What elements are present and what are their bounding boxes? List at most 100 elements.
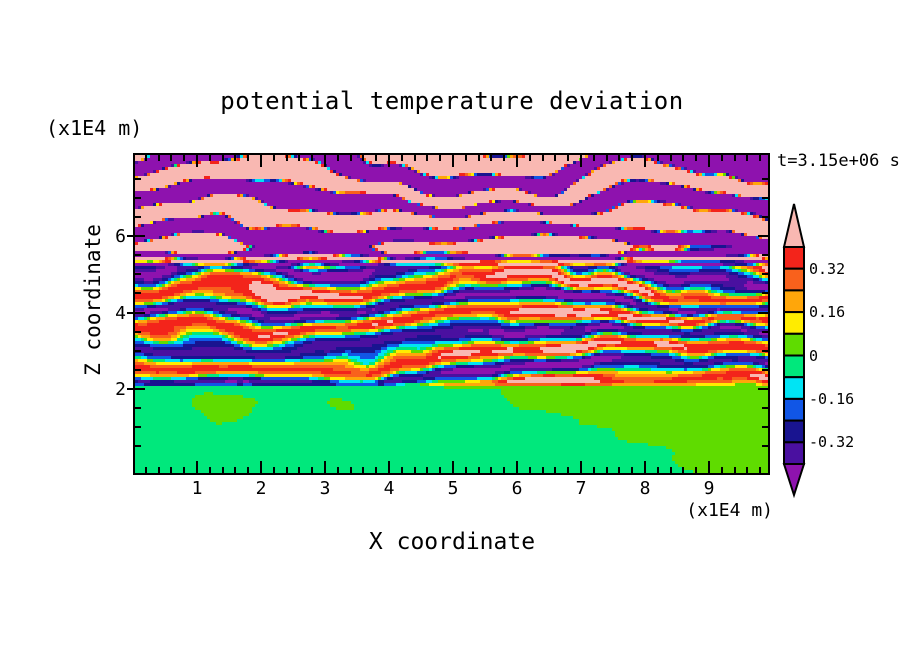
x-minor-tick [400,467,403,473]
x-minor-tick [567,155,570,161]
colorbar-segment [783,397,805,422]
x-major-tick [260,461,262,473]
x-minor-tick [157,467,160,473]
colorbar-tick-label: 0.32 [809,260,846,278]
z-minor-tick [135,426,141,429]
x-minor-tick [541,155,544,161]
chart-title: potential temperature deviation [220,87,684,115]
x-minor-tick [362,155,365,161]
x-minor-tick [400,155,403,161]
z-major-tick [127,311,145,314]
colorbar-segment [783,267,805,292]
x-minor-tick [221,467,224,473]
x-minor-tick [554,155,557,161]
colorbar-segment [783,311,805,335]
z-minor-tick [135,254,141,257]
x-minor-tick [733,155,736,161]
colorbar-arrow [782,463,806,499]
z-minor-tick [762,445,768,448]
colorbar-segment [783,332,805,357]
z-minor-tick [135,177,141,180]
x-minor-tick [311,155,314,161]
z-minor-tick [135,407,141,410]
colorbar-segment [783,289,805,314]
x-minor-tick [439,467,442,473]
x-minor-tick [567,467,570,473]
x-minor-tick [682,467,685,473]
z-minor-tick [135,330,141,333]
x-minor-tick [631,155,634,161]
x-minor-tick [183,155,186,161]
z-minor-tick [135,292,141,295]
x-major-tick [516,461,518,473]
x-tick-label: 3 [319,478,331,499]
z-minor-tick [762,349,768,352]
x-minor-tick [503,155,506,161]
x-major-tick [196,155,198,167]
z-major-tick [758,388,768,390]
x-minor-tick [541,467,544,473]
x-minor-tick [272,155,275,161]
x-minor-tick [656,155,659,161]
x-minor-tick [247,467,250,473]
x-minor-tick [349,155,352,161]
colorbar-segment [783,441,805,466]
x-minor-tick [669,155,672,161]
x-minor-tick [272,467,275,473]
x-minor-tick [682,155,685,161]
x-minor-tick [759,467,762,473]
z-minor-tick [135,445,141,448]
x-minor-tick [413,467,416,473]
y-tick-label: 2 [115,379,126,400]
z-minor-tick [135,368,141,371]
x-minor-tick [490,155,493,161]
x-tick-label: 4 [383,478,395,499]
x-minor-tick [477,155,480,161]
colorbar-tick-label: -0.16 [809,390,855,408]
x-major-tick [644,461,646,473]
x-minor-tick [426,155,429,161]
x-minor-tick [170,467,173,473]
colorbar-tick-label: -0.32 [809,433,855,451]
colorbar-tick-label: 0.16 [809,303,846,321]
x-minor-tick [298,155,301,161]
z-minor-tick [762,196,768,199]
x-tick-label: 7 [575,478,587,499]
x-minor-tick [208,467,211,473]
x-major-tick [324,155,326,167]
x-minor-tick [490,467,493,473]
z-major-tick [127,235,145,237]
x-minor-tick [720,467,723,473]
x-minor-tick [720,155,723,161]
x-minor-tick [426,467,429,473]
x-minor-tick [605,467,608,473]
x-minor-tick [144,155,147,161]
x-axis-unit-label: (x1E4 m) [686,500,773,521]
x-major-tick [708,155,710,167]
z-minor-tick [135,349,141,352]
x-minor-tick [375,155,378,161]
x-major-tick [324,461,326,473]
x-minor-tick [349,467,352,473]
z-minor-tick [762,177,768,180]
x-major-tick [196,461,198,473]
z-minor-tick [762,215,768,218]
x-minor-tick [208,155,211,161]
x-major-tick [260,155,262,167]
x-minor-tick [554,467,557,473]
colorbar-segment [783,376,805,400]
x-minor-tick [618,467,621,473]
x-minor-tick [592,155,595,161]
x-minor-tick [528,467,531,473]
x-minor-tick [439,155,442,161]
x-major-tick [388,155,390,167]
x-major-tick [452,461,454,473]
x-tick-label: 8 [639,478,651,499]
x-minor-tick [234,155,237,161]
x-minor-tick [311,467,314,473]
plot-frame [127,153,770,475]
x-major-tick [388,461,390,473]
z-axis-unit-label: (x1E4 m) [46,116,143,140]
z-major-tick [758,235,768,237]
